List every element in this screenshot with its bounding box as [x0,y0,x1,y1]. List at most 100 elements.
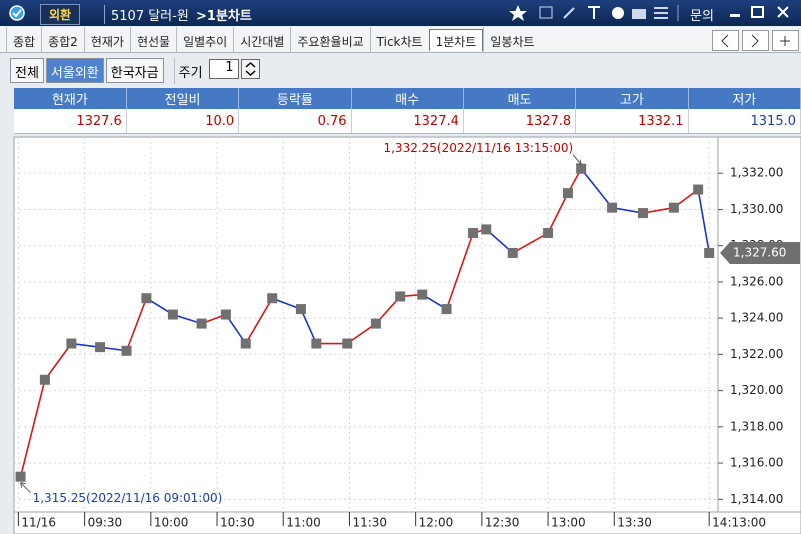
price-marker [196,318,207,329]
tab[interactable]: 종합 [6,27,41,53]
screen-name: >1분차트 [196,9,252,24]
app-icon [9,5,25,21]
price-marker [637,208,648,219]
y-tick-label: 1,330.00 [730,202,783,216]
price-segment [580,168,613,209]
tab-bar: 종합 종합2 현재가 현선물 일별추이 시간대별 주요환율비교 Tick차트 1분차트 일봉차트 [0,27,801,53]
y-tick-label: 1,332.00 [730,166,783,180]
x-tick-label: 10:00 [154,516,189,530]
price-segment [547,192,569,234]
last-price-label: 1,327.60 [733,245,786,259]
price-marker [167,309,178,320]
price-marker [395,291,406,302]
price-marker [370,318,381,329]
price-segment [19,379,46,477]
price-segment [642,206,675,214]
y-tick-label: 1,326.00 [730,274,783,288]
price-marker [704,247,715,258]
price-segment [611,206,644,214]
x-tick-label: 11:30 [352,516,387,530]
tab[interactable]: 현선물 [129,27,176,53]
x-tick-label: 13:30 [617,516,652,530]
tab-scroll[interactable] [712,30,800,52]
price-marker [607,202,618,213]
window-controls[interactable] [728,4,798,22]
price-marker [481,224,492,235]
annotation: 1,332.25(2022/11/16 13:15:00) [383,141,573,155]
tab[interactable]: 주요환율비교 [290,27,369,53]
annotation-arrow [572,154,582,166]
price-segment [512,232,549,254]
price-marker [468,228,479,239]
y-tick-label: 1,320.00 [730,383,783,397]
help-link[interactable]: 문의 [690,9,714,24]
tab[interactable]: 시간대별 [233,27,290,53]
x-axis-strip [13,511,801,534]
quote-value: 10.0 [126,109,240,134]
filter-button[interactable]: 전체 [10,58,44,83]
tab[interactable]: 일별추이 [176,27,233,53]
price-marker [121,345,132,356]
y-tick-label: 1,316.00 [730,456,783,470]
last-price-tag [720,241,800,264]
price-marker [668,202,679,213]
filter-toolbar: 전체 서울외환 한국자금 주기 1 [10,58,263,84]
price-segment [697,189,710,254]
column-header: 등락률 [238,88,352,109]
plot-area [13,136,719,513]
price-marker [240,338,251,349]
quote-value: 1315.0 [688,109,801,134]
y-tick-label: 1,324.00 [730,311,783,325]
price-marker [562,188,573,199]
price-marker [507,247,518,258]
y-tick-label: 1,314.00 [730,492,783,506]
column-header: 매수 [351,88,464,109]
x-tick-label: 14:13:00 [712,516,766,530]
period-input[interactable]: 1 [208,59,239,79]
tab[interactable]: 1분차트 [428,29,484,51]
price-marker [141,293,152,304]
x-tick-label: 10:30 [220,516,255,530]
price-chart: 1,314.00 1,316.00 1,318.00 1,320.00 1,322.00… [13,136,801,534]
tab[interactable]: Tick차트 [369,27,429,53]
quote-value: 1327.8 [463,109,577,134]
price-segment [300,308,318,344]
column-header: 저가 [688,88,801,109]
price-marker [295,304,306,315]
price-segment [445,232,474,310]
price-marker [311,338,322,349]
x-tick-label: 13:00 [551,516,586,530]
price-marker [267,293,278,304]
column-header: 현재가 [14,88,127,109]
price-marker [576,163,587,174]
market-badge: 외환 [40,4,81,25]
filter-button[interactable]: 서울외환 [45,58,104,83]
tab[interactable]: 종합2 [41,27,84,53]
quote-value: 0.76 [238,109,352,134]
x-tick-label: 12:30 [485,516,520,530]
column-header: 매도 [463,88,577,109]
price-marker [220,309,231,320]
price-marker [543,228,554,239]
annotation: 1,315.25(2022/11/16 09:01:00) [33,491,223,505]
price-marker [693,184,704,195]
axis-strip [717,136,801,513]
toolbar-icons[interactable] [508,3,688,23]
title-bar: 외환 5107 달러-원 >1분차트 문의 [0,0,801,26]
price-marker [66,338,77,349]
annotation-arrow [20,482,31,494]
quote-value: 1327.4 [351,109,464,134]
price-marker [417,289,428,300]
quote-table: 현재가 전일비 등락률 매수 매도 고가 저가 1327.6 10.0 0.76 1327.4 132… [14,88,801,134]
quote-value: 1332.1 [575,109,689,134]
filter-button[interactable]: 한국자금 [105,58,164,83]
y-tick-label: 1,318.00 [730,419,783,433]
column-header: 전일비 [126,88,240,109]
price-segment [245,297,273,344]
price-marker [441,304,452,315]
tab[interactable]: 현재가 [83,27,130,53]
price-segment [125,297,148,352]
period-spinner[interactable] [240,58,263,80]
tab[interactable]: 일봉차트 [483,27,540,53]
